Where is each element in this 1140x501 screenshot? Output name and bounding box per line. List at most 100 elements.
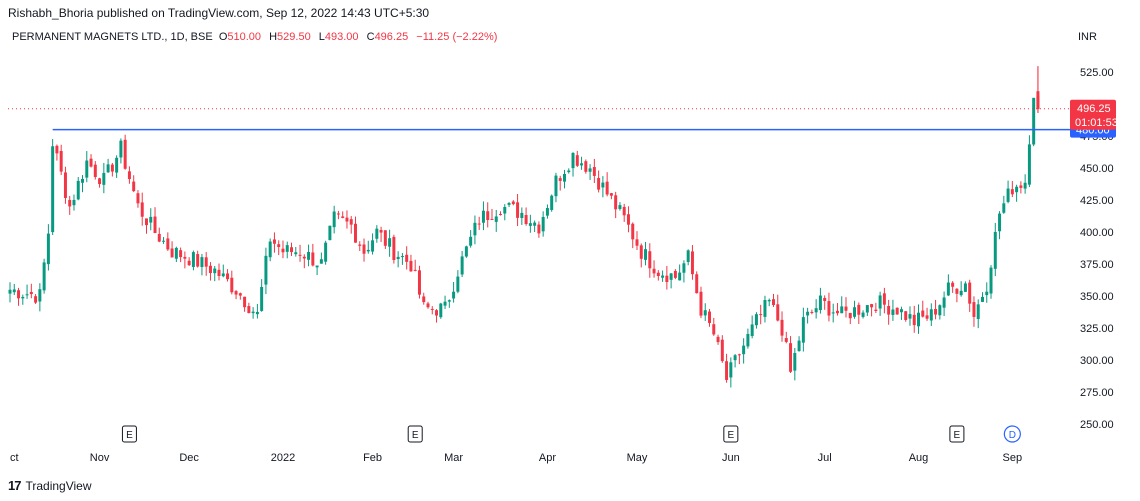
earnings-marker-label: E	[412, 430, 419, 441]
candle-body	[686, 250, 690, 262]
footer-brand: TradingView	[25, 478, 92, 493]
candle-body	[921, 310, 925, 317]
candle-body	[447, 300, 451, 302]
candle-body	[34, 296, 38, 303]
candle-body	[823, 298, 827, 301]
candle-body	[725, 361, 729, 380]
candle-body	[328, 225, 332, 241]
candle-body	[562, 174, 566, 182]
footer: 17 TradingView	[8, 478, 92, 493]
candle-body	[908, 314, 912, 319]
price-chart[interactable]: 525.00500.00475.00450.00425.00400.00375.…	[0, 48, 1140, 470]
candle-body	[763, 300, 767, 317]
candle-body	[938, 305, 942, 316]
candle-body	[29, 291, 33, 295]
candle-body	[818, 295, 822, 311]
candle-body	[486, 211, 490, 221]
candle-body	[494, 216, 498, 222]
candle-body	[375, 228, 379, 239]
candle-body	[844, 306, 848, 311]
candle-body	[25, 294, 29, 296]
y-tick-label: 275.00	[1080, 387, 1114, 399]
candle-body	[89, 158, 93, 167]
candle-body	[797, 340, 801, 352]
candle-body	[281, 248, 285, 253]
candle-body	[132, 181, 136, 192]
candle-body	[127, 171, 131, 180]
candle-body	[1023, 182, 1027, 189]
earnings-marker	[723, 425, 739, 443]
candle-body	[976, 304, 980, 319]
candle-body	[1015, 186, 1019, 193]
candle-body	[533, 222, 537, 226]
candle-body	[140, 202, 144, 217]
candle-body	[358, 244, 362, 246]
candle-body	[571, 152, 575, 169]
candle-body	[934, 309, 938, 315]
candle-body	[264, 255, 268, 285]
candle-body	[413, 269, 417, 271]
candle-body	[144, 218, 148, 226]
candle-body	[968, 282, 972, 304]
x-tick-label: ct	[10, 452, 19, 464]
candle-body	[742, 345, 746, 355]
candle-body	[665, 275, 669, 283]
low-value: 493.00	[324, 31, 359, 43]
candle-body	[307, 251, 311, 260]
x-tick-label: Apr	[539, 452, 556, 464]
candle-body	[371, 240, 375, 252]
candle-body	[243, 296, 247, 308]
countdown-label: 01:01:53	[1075, 117, 1118, 129]
candle-body	[443, 301, 447, 306]
candle-body	[21, 296, 25, 299]
candle-body	[793, 353, 797, 371]
candle-body	[63, 172, 67, 198]
candle-body	[874, 309, 878, 311]
candle-body	[255, 311, 259, 315]
candle-body	[213, 268, 217, 274]
candle-body	[609, 193, 613, 196]
candle-body	[648, 251, 652, 269]
candle-body	[238, 293, 242, 296]
candle-body	[55, 145, 59, 154]
candle-body	[272, 239, 276, 244]
candle-body	[251, 311, 255, 314]
candle-body	[285, 245, 289, 252]
candle-body	[115, 157, 119, 173]
candle-body	[554, 175, 558, 197]
x-tick-label: Sep	[1003, 452, 1023, 464]
candle-body	[895, 307, 899, 315]
candle-body	[149, 216, 153, 223]
candle-body	[878, 295, 882, 309]
candle-body	[319, 259, 323, 264]
candle-body	[946, 282, 950, 296]
candle-body	[1019, 185, 1023, 188]
high-value: 529.50	[277, 31, 311, 43]
candle-body	[626, 214, 630, 225]
candle-body	[993, 231, 997, 269]
dividend-marker	[1003, 425, 1021, 443]
candle-body	[810, 311, 814, 313]
candle-body	[388, 238, 392, 247]
candle-body	[503, 207, 507, 214]
candle-body	[754, 314, 758, 326]
candle-body	[912, 314, 916, 326]
candle-body	[234, 291, 238, 295]
candle-body	[887, 305, 891, 315]
candle-body	[618, 205, 622, 209]
candle-body	[545, 208, 549, 216]
candle-body	[196, 254, 200, 267]
y-tick-label: 325.00	[1080, 323, 1114, 335]
candle-body	[951, 282, 955, 287]
earnings-marker	[121, 425, 137, 443]
candle-body	[904, 311, 908, 320]
candle-body	[490, 218, 494, 220]
candle-body	[695, 274, 699, 294]
candle-body	[417, 270, 421, 295]
publisher-info: Rishabh_Bhoria published on TradingView.…	[8, 6, 430, 20]
candle-body	[260, 286, 264, 311]
candle-body	[520, 212, 524, 219]
candle-body	[187, 260, 191, 266]
last-candle-body	[1036, 91, 1040, 109]
candle-body	[204, 257, 208, 267]
